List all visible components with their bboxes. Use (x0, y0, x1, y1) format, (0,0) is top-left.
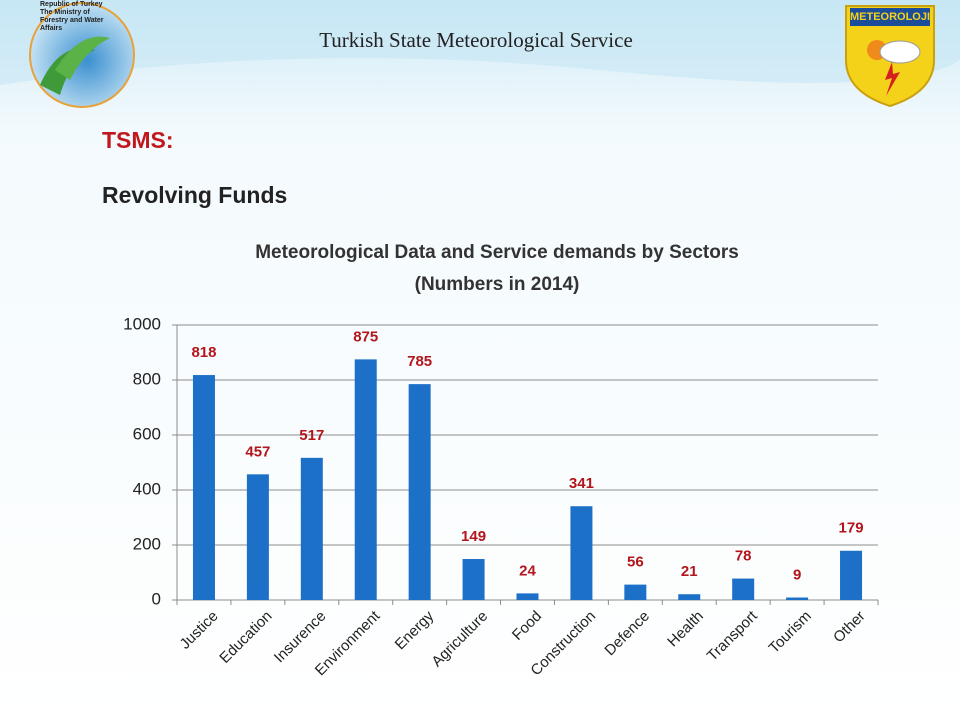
bar (354, 359, 377, 600)
logo-text: Affairs (40, 25, 62, 32)
y-tick-label: 1000 (123, 314, 161, 333)
data-label: 875 (353, 328, 378, 345)
header-wave (0, 0, 960, 85)
bar (840, 550, 863, 600)
bar (570, 506, 593, 600)
y-tick-label: 200 (133, 534, 161, 553)
y-tick-label: 0 (152, 589, 161, 608)
data-label: 21 (681, 563, 698, 580)
logo-text: The Ministry of (40, 9, 90, 16)
logo-text: Forestry and Water (40, 17, 104, 24)
logo-text: Republic of Turkey (40, 1, 103, 8)
chart-subtitle: (Numbers in 2014) (415, 274, 580, 295)
bar (678, 594, 701, 600)
bar (246, 474, 269, 600)
logo-leaf (55, 36, 110, 80)
data-label: 341 (569, 475, 594, 492)
bar (624, 584, 647, 600)
logo-band (850, 8, 930, 26)
data-label: 24 (519, 562, 536, 579)
data-label: 179 (839, 520, 864, 537)
data-label: 78 (735, 548, 752, 565)
y-tick-label: 600 (133, 424, 161, 443)
data-label: 56 (627, 554, 644, 571)
right-logo: METEOROLOJI (845, 5, 935, 108)
data-label: 818 (191, 344, 216, 361)
data-label: 457 (245, 443, 270, 460)
data-label: 785 (407, 353, 432, 370)
bar (300, 457, 323, 600)
bar (732, 578, 755, 600)
chart-title: Meteorological Data and Service demands … (255, 242, 739, 263)
data-label: 149 (461, 528, 486, 545)
logo-cloud (879, 40, 921, 64)
slide-subheading: Revolving Funds (102, 182, 287, 208)
logo-bolt (885, 62, 900, 96)
bar (516, 593, 539, 600)
bar (786, 597, 809, 600)
bar (462, 559, 485, 600)
data-label: 517 (299, 427, 324, 444)
left-logo: Republic of Turkey The Ministry of Fores… (29, 1, 135, 108)
slide-heading: TSMS: (102, 127, 174, 153)
y-tick-label: 800 (133, 369, 161, 388)
bar (408, 384, 431, 600)
y-tick-label: 400 (133, 479, 161, 498)
bar (192, 375, 215, 600)
logo-text: METEOROLOJI (850, 11, 930, 23)
header-title: Turkish State Meteorological Service (319, 28, 633, 52)
data-label: 9 (793, 566, 801, 583)
